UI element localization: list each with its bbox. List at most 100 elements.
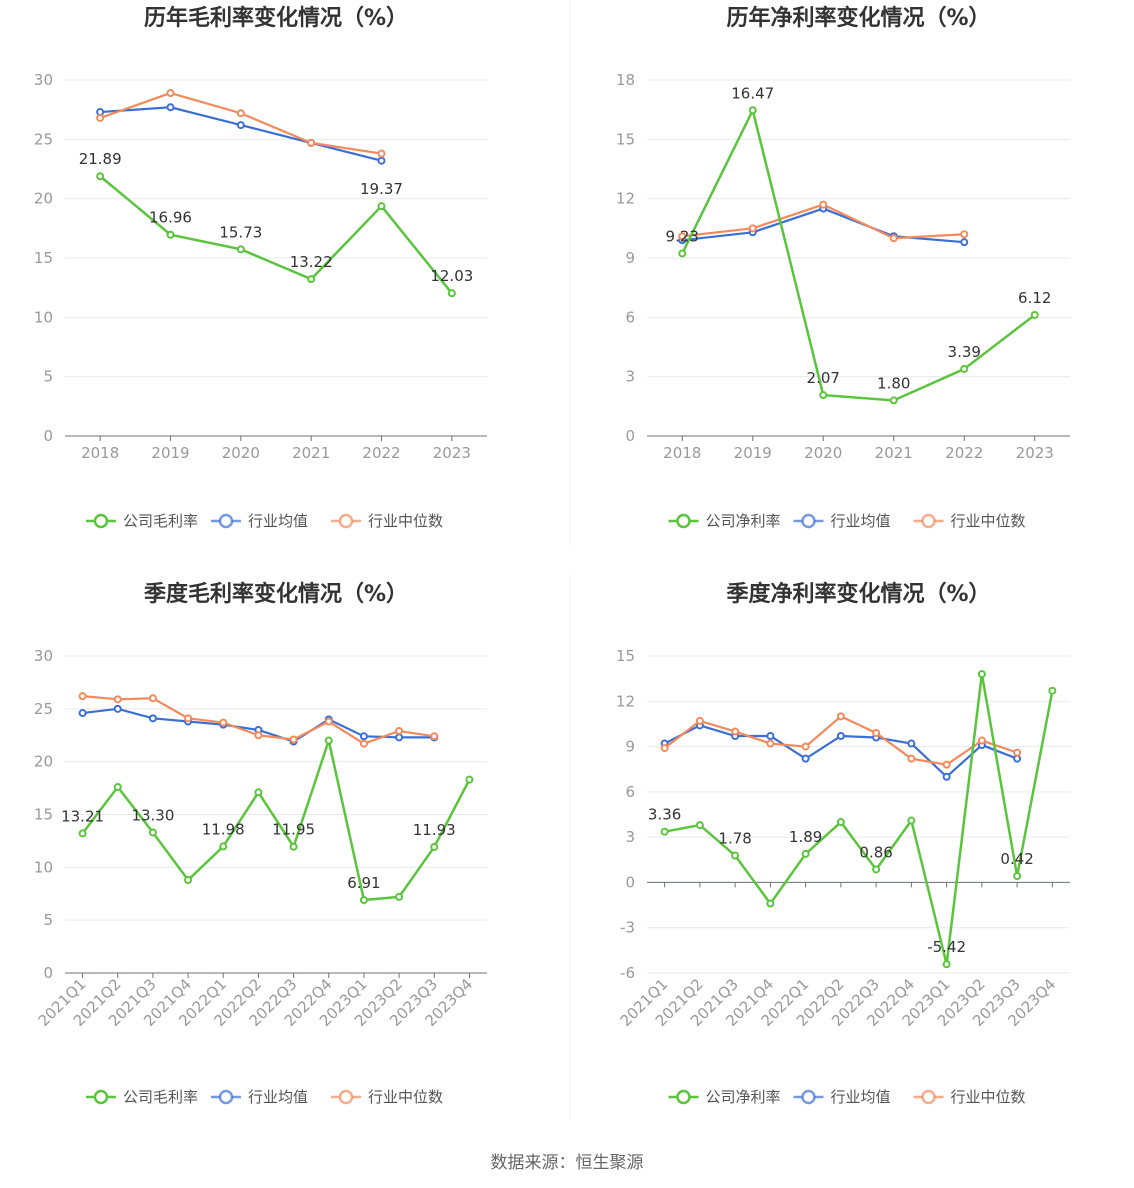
data-point[interactable] [324,717,333,726]
legend-item-industry-avg[interactable]: 行业均值 [211,512,308,530]
data-point[interactable] [359,732,368,741]
legend-item-company[interactable]: 公司净利率 [668,1088,781,1106]
data-point[interactable] [660,744,669,753]
data-point[interactable] [695,716,704,725]
data-point[interactable] [678,232,687,241]
data-point[interactable] [166,89,175,98]
data-point[interactable] [148,694,157,703]
data-point[interactable] [395,892,404,901]
data-point[interactable] [166,230,175,239]
legend-item-industry-avg[interactable]: 行业均值 [793,512,891,530]
data-point[interactable] [766,899,775,908]
data-point[interactable] [148,714,157,723]
data-point[interactable] [359,895,368,904]
data-point[interactable] [307,275,316,284]
data-point[interactable] [1048,686,1057,695]
data-point[interactable] [236,109,245,118]
data-point[interactable] [819,200,828,209]
data-point[interactable] [889,396,898,405]
data-point[interactable] [766,739,775,748]
legend-item-company[interactable]: 公司净利率 [668,512,781,530]
series-line-company [81,735,471,902]
data-point[interactable] [465,775,474,784]
data-point[interactable] [289,842,298,851]
data-point[interactable] [113,704,122,713]
data-point[interactable] [942,772,951,781]
legend-item-company[interactable]: 公司毛利率 [86,512,198,530]
data-point[interactable] [289,735,298,744]
data-point[interactable] [430,732,439,741]
data-point[interactable] [377,149,386,158]
data-point[interactable] [78,829,87,838]
data-point[interactable] [148,828,157,837]
data-point[interactable] [836,818,845,827]
legend-item-industry-avg[interactable]: 行业均值 [793,1088,891,1106]
data-point[interactable] [166,103,175,112]
data-point[interactable] [113,783,122,792]
data-point[interactable] [801,742,810,751]
data-point[interactable] [78,709,87,718]
data-point[interactable] [96,172,105,181]
data-point[interactable] [942,760,951,769]
data-point[interactable] [1013,748,1022,757]
data-point[interactable] [1030,310,1039,319]
data-point[interactable] [236,121,245,130]
data-point[interactable] [78,692,87,701]
data-point[interactable] [801,849,810,858]
data-point[interactable] [447,289,456,298]
x-tick-label: 2021 [875,444,913,462]
data-point[interactable] [731,727,740,736]
data-point[interactable] [907,739,916,748]
data-point[interactable] [960,364,969,373]
data-point[interactable] [219,842,228,851]
legend-marker [338,513,354,529]
legend-item-industry-median[interactable]: 行业中位数 [913,512,1026,530]
data-point[interactable] [377,156,386,165]
data-point[interactable] [731,851,740,860]
data-point[interactable] [236,245,245,254]
data-point[interactable] [1013,872,1022,881]
data-point[interactable] [836,732,845,741]
data-point[interactable] [836,712,845,721]
data-point[interactable] [801,754,810,763]
data-point[interactable] [748,106,757,115]
data-point[interactable] [377,202,386,211]
data-point[interactable] [678,249,687,258]
data-point[interactable] [960,230,969,239]
data-point[interactable] [395,727,404,736]
data-point[interactable] [219,718,228,727]
data-point[interactable] [184,714,193,723]
data-point[interactable] [977,736,986,745]
legend-item-industry-avg[interactable]: 行业均值 [211,1088,308,1106]
data-point[interactable] [359,739,368,748]
data-label: 2.07 [807,369,840,387]
data-point[interactable] [889,234,898,243]
legend-item-industry-median[interactable]: 行业中位数 [331,1088,443,1106]
data-point[interactable] [324,736,333,745]
data-point[interactable] [113,695,122,704]
data-point[interactable] [766,732,775,741]
data-point[interactable] [942,960,951,969]
legend-item-industry-median[interactable]: 行业中位数 [331,512,443,530]
data-point[interactable] [977,670,986,679]
data-point[interactable] [660,827,669,836]
data-point[interactable] [872,865,881,874]
data-point[interactable] [430,842,439,851]
data-point[interactable] [254,788,263,797]
data-point[interactable] [872,728,881,737]
data-point[interactable] [907,816,916,825]
data-point[interactable] [395,733,404,742]
data-point[interactable] [819,391,828,400]
data-label: 16.96 [149,209,192,227]
data-point[interactable] [960,238,969,247]
data-point[interactable] [695,821,704,830]
legend-item-industry-median[interactable]: 行业中位数 [913,1088,1026,1106]
data-point[interactable] [307,138,316,147]
data-point[interactable] [96,113,105,122]
data-label: 11.95 [272,821,315,839]
data-point[interactable] [254,731,263,740]
legend-item-company[interactable]: 公司毛利率 [86,1088,198,1106]
data-point[interactable] [184,876,193,885]
data-point[interactable] [907,754,916,763]
data-point[interactable] [748,224,757,233]
